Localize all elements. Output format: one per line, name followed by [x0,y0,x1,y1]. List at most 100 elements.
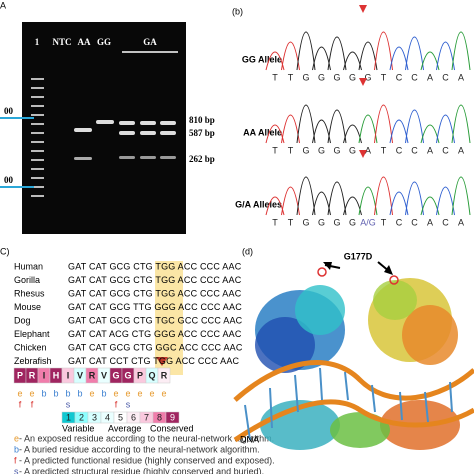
base: T [288,145,294,155]
allele-label: GG Allele [242,54,282,64]
band [119,131,135,135]
trace-peak [389,119,409,144]
base: A/G [360,217,376,227]
trace-peak [343,51,362,71]
band [74,157,92,160]
base: T [288,217,294,227]
mutation-label: G177D [344,251,373,261]
trace-peak [405,36,424,71]
base: C [396,145,403,155]
arrow [359,5,367,13]
alignment: Human GAT CAT GCG CTG TGG ACC CCC AAC Gori… [13,261,275,474]
ladder-band [31,186,44,188]
panel-label: (d) [242,246,253,256]
base: G [333,145,340,155]
burial-code: b [65,388,70,398]
base: T [381,145,387,155]
residue: P [137,370,143,380]
gel [22,22,186,234]
ladder-band [31,87,44,89]
trace-peak [436,186,455,216]
band [74,128,92,132]
ladder-band [31,123,44,125]
scale-value: 3 [92,412,97,422]
burial-code: e [17,388,22,398]
base: C [396,72,403,82]
scale-value: 5 [118,412,123,422]
lane-label: AA [78,37,91,47]
panel-label: (b) [232,6,243,16]
allele-label: G/A Alleles [235,199,282,209]
trace-peak [389,191,409,216]
trace-peak [343,124,362,144]
species-name: Elephant [14,329,50,339]
trace-peak [312,119,331,144]
base: G [318,217,325,227]
trace-peak [281,114,300,144]
base: T [272,217,278,227]
codon-highlight [155,261,183,375]
base: G [349,217,356,227]
legend-key: e [14,433,19,443]
trace-peak [451,104,471,144]
scale-value: 7 [144,412,149,422]
burial-code: e [137,388,142,398]
band-label: 587 bp [189,128,215,138]
trace-peak [405,181,424,216]
species-name: Rhesus [14,288,45,298]
ladder-band [31,105,44,107]
trace-peak [405,109,424,144]
base: G [333,217,340,227]
trace-peak [327,109,347,144]
burial-code: b [101,388,106,398]
residue: R [161,370,168,380]
burial-code: e [113,388,118,398]
legend-key: b [14,444,19,454]
base: A [427,217,433,227]
protein-structure [233,261,474,450]
residue: H [53,370,60,380]
ladder-band [31,132,44,134]
scale-label: Average [108,423,141,433]
residue: V [77,370,83,380]
trace-peak [389,46,409,71]
band [160,156,176,159]
ladder-band [31,195,44,197]
function-code: f [19,399,22,409]
burial-code: e [89,388,94,398]
trace-peak [374,104,393,144]
function-code: s [126,399,131,409]
trace-peak [358,41,378,71]
base: G [349,72,356,82]
trace-peak [312,191,331,216]
band [160,121,176,125]
species-name: Chicken [14,342,47,352]
trace-peak [312,46,331,71]
trace-peak [281,41,300,71]
sequence: GAT CAT GCG CTG TGG ACC CCC AAC [68,275,242,285]
residue: R [29,370,36,380]
legend-text: - A predicted structural residue (highly… [19,466,264,474]
trace-peak [296,104,316,144]
sequence: GAT CAT GCG CTG TGG ACC CCC AAC [68,288,242,298]
trace-peak [420,51,440,71]
lane-label: 1 [35,37,40,47]
residue: V [101,370,107,380]
ladder-band [31,159,44,161]
base: A [365,145,371,155]
burial-code: e [125,388,130,398]
residue-box [157,367,171,384]
base: A [458,145,464,155]
scale-label: Conserved [150,423,194,433]
dna-label: DNA [240,434,259,444]
burial-code: e [149,388,154,398]
trace-peak [343,196,362,216]
legend-key: s [14,466,19,474]
base: C [411,217,418,227]
trace-peak [451,176,471,216]
species-name: Zebrafish [14,356,52,366]
base: C [411,72,418,82]
lane-label: GG [97,37,111,47]
